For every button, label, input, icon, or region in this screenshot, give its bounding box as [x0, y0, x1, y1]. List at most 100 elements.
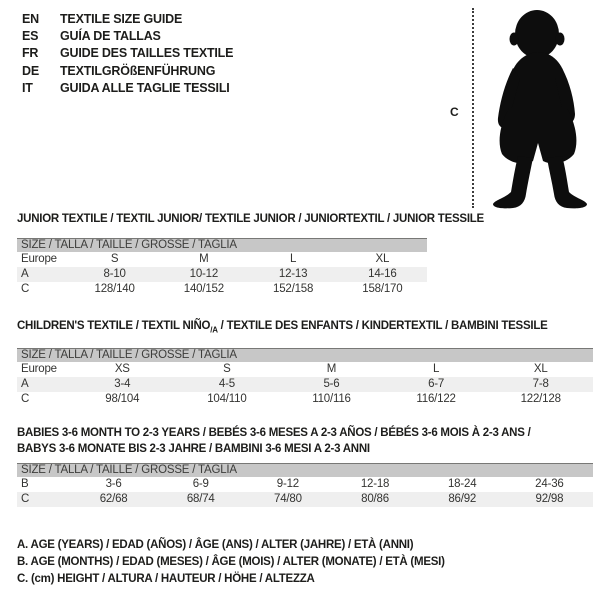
language-code: IT — [22, 80, 33, 95]
children-textile-section: CHILDREN'S TEXTILE / TEXTIL NIÑO/A / TEX… — [17, 319, 593, 407]
table-row: B 3-6 6-9 9-12 12-18 18-24 24-36 — [17, 477, 593, 492]
table-row: C 62/68 68/74 74/80 80/86 86/92 92/98 — [17, 492, 593, 508]
row-label-cell: A — [17, 267, 70, 282]
language-row-es: ES GUÍA DE TALLAS — [22, 28, 233, 45]
size-value-cell: L — [432, 363, 440, 376]
language-title-list: EN TEXTILE SIZE GUIDE ES GUÍA DE TALLAS … — [22, 11, 233, 97]
children-title-pre: CHILDREN'S TEXTILE / TEXTIL NIÑO — [17, 320, 211, 332]
babies-textile-section: BABIES 3-6 MONTH TO 2-3 YEARS / BEBÉS 3-… — [17, 425, 593, 508]
row-label-cell: Europe — [21, 363, 57, 376]
children-title-subscript: /A — [210, 325, 218, 335]
size-value-cell: 110/116 — [312, 393, 351, 406]
measure-legend: A. AGE (YEARS) / EDAD (AÑOS) / ÂGE (ANS)… — [17, 537, 593, 588]
size-value-cell: 158/170 — [362, 283, 403, 295]
size-guide-content: JUNIOR TEXTILE / TEXTIL JUNIOR/ TEXTILE … — [17, 212, 593, 588]
row-label-cell: B — [21, 478, 29, 491]
legend-line-b: B. AGE (MONTHS) / EDAD (MESES) / ÂGE (MO… — [17, 556, 445, 569]
table-row: A 8-10 10-12 12-13 14-16 — [17, 267, 427, 282]
size-header-bar: SIZE / TALLA / TAILLE / GRÖSSE / TAGLIA — [17, 238, 427, 252]
language-title: GUÍA DE TALLAS — [60, 29, 161, 44]
children-section-title: CHILDREN'S TEXTILE / TEXTIL NIÑO/A / TEX… — [17, 319, 593, 337]
junior-textile-section: JUNIOR TEXTILE / TEXTIL JUNIOR/ TEXTILE … — [17, 212, 593, 297]
size-value-cell: S — [223, 363, 231, 376]
size-value-cell: XS — [114, 363, 130, 376]
toddler-silhouette-icon — [493, 10, 587, 209]
size-value-cell: 74/80 — [244, 492, 332, 508]
size-header-bar: SIZE / TALLA / TAILLE / GRÖSSE / TAGLIA — [17, 348, 593, 363]
size-header-bar: SIZE / TALLA / TAILLE / GRÖSSE / TAGLIA — [17, 463, 593, 478]
size-value-cell: 104/110 — [207, 393, 247, 406]
row-label-cell: Europe — [21, 253, 57, 265]
language-code: DE — [22, 63, 39, 78]
junior-size-table: SIZE / TALLA / TAILLE / GRÖSSE / TAGLIA E… — [17, 238, 427, 297]
size-value-cell: 122/128 — [520, 393, 561, 406]
legend-line-c: C. (cm) HEIGHT / ALTURA / HAUTEUR / HÖHE… — [17, 573, 315, 586]
language-row-en: EN TEXTILE SIZE GUIDE — [22, 11, 233, 28]
height-measure-label: C — [450, 105, 459, 119]
language-title: TEXTILGRÖßENFÜHRUNG — [60, 63, 216, 78]
size-value-cell: 4-5 — [174, 377, 280, 393]
babies-title-line1: BABIES 3-6 MONTH TO 2-3 YEARS / BEBÉS 3-… — [17, 427, 531, 440]
table-row: Europe XS S M L XL — [17, 362, 593, 377]
size-value-cell: 116/122 — [416, 393, 456, 406]
row-label-cell: C — [21, 393, 30, 406]
table-row: Europe S M L XL — [17, 252, 427, 267]
size-value-cell: 10-12 — [159, 267, 249, 282]
language-title: TEXTILE SIZE GUIDE — [60, 12, 183, 26]
size-value-cell: 12-18 — [360, 478, 390, 491]
children-title-post: / TEXTILE DES ENFANTS / KINDERTEXTIL / B… — [217, 320, 548, 332]
height-dotted-line — [472, 8, 474, 208]
language-code: EN — [22, 12, 39, 26]
size-value-cell: 80/86 — [331, 492, 419, 508]
language-title: GUIDA ALLE TAGLIE TESSILI — [60, 80, 230, 95]
language-code: FR — [22, 46, 39, 61]
language-row-fr: FR GUIDE DES TAILLES TEXTILE — [22, 45, 233, 62]
babies-section-title: BABIES 3-6 MONTH TO 2-3 YEARS / BEBÉS 3-… — [17, 425, 593, 457]
table-row: C 128/140 140/152 152/158 158/170 — [17, 282, 427, 297]
size-header-row: SIZE / TALLA / TAILLE / GRÖSSE / TAGLIA — [17, 348, 593, 363]
size-header-row: SIZE / TALLA / TAILLE / GRÖSSE / TAGLIA — [17, 463, 593, 478]
size-value-cell: 62/68 — [70, 492, 158, 508]
language-row-de: DE TEXTILGRÖßENFÜHRUNG — [22, 63, 233, 80]
size-value-cell: 140/152 — [183, 283, 224, 295]
size-value-cell: 86/92 — [418, 492, 506, 508]
size-value-cell: 68/74 — [157, 492, 245, 508]
size-value-cell: 8-10 — [70, 267, 160, 282]
row-label-cell: C — [17, 492, 70, 508]
size-value-cell: 6-9 — [192, 478, 209, 491]
size-value-cell: 92/98 — [505, 492, 593, 508]
row-label-cell: C — [21, 283, 30, 295]
children-size-table: SIZE / TALLA / TAILLE / GRÖSSE / TAGLIA E… — [17, 348, 593, 407]
height-measure-figure: C — [450, 4, 600, 214]
row-label-cell: A — [17, 377, 70, 393]
legend-line-a: A. AGE (YEARS) / EDAD (AÑOS) / ÂGE (ANS)… — [17, 539, 414, 552]
table-row: C 98/104 104/110 110/116 116/122 122/128 — [17, 392, 593, 407]
junior-section-title: JUNIOR TEXTILE / TEXTIL JUNIOR/ TEXTILE … — [17, 213, 484, 225]
size-value-cell: M — [199, 253, 209, 265]
babies-size-table: SIZE / TALLA / TAILLE / GRÖSSE / TAGLIA B… — [17, 463, 593, 508]
size-value-cell: 24-36 — [535, 478, 564, 491]
size-value-cell: 7-8 — [488, 377, 593, 393]
size-value-cell: 9-12 — [276, 478, 299, 491]
size-header-row: SIZE / TALLA / TAILLE / GRÖSSE / TAGLIA — [17, 238, 427, 252]
size-value-cell: 3-4 — [70, 377, 175, 393]
size-value-cell: XL — [533, 363, 548, 376]
size-value-cell: M — [326, 363, 337, 376]
size-value-cell: 5-6 — [279, 377, 384, 393]
size-value-cell: 6-7 — [383, 377, 489, 393]
language-code: ES — [22, 29, 39, 44]
size-value-cell: 12-13 — [248, 267, 338, 282]
size-value-cell: 98/104 — [105, 393, 140, 406]
size-value-cell: 14-16 — [337, 267, 427, 282]
language-row-it: IT GUIDA ALLE TAGLIE TESSILI — [22, 80, 233, 97]
language-title: GUIDE DES TAILLES TEXTILE — [60, 46, 234, 61]
table-row: A 3-4 4-5 5-6 6-7 7-8 — [17, 377, 593, 393]
size-value-cell: S — [110, 253, 119, 265]
babies-title-line2: BABYS 3-6 MONATE BIS 2-3 JAHRE / BAMBINI… — [17, 443, 370, 456]
size-value-cell: 128/140 — [94, 283, 135, 295]
size-value-cell: 18-24 — [447, 478, 477, 491]
size-value-cell: 3-6 — [105, 478, 122, 491]
size-value-cell: XL — [375, 253, 390, 265]
size-value-cell: 152/158 — [273, 283, 314, 295]
